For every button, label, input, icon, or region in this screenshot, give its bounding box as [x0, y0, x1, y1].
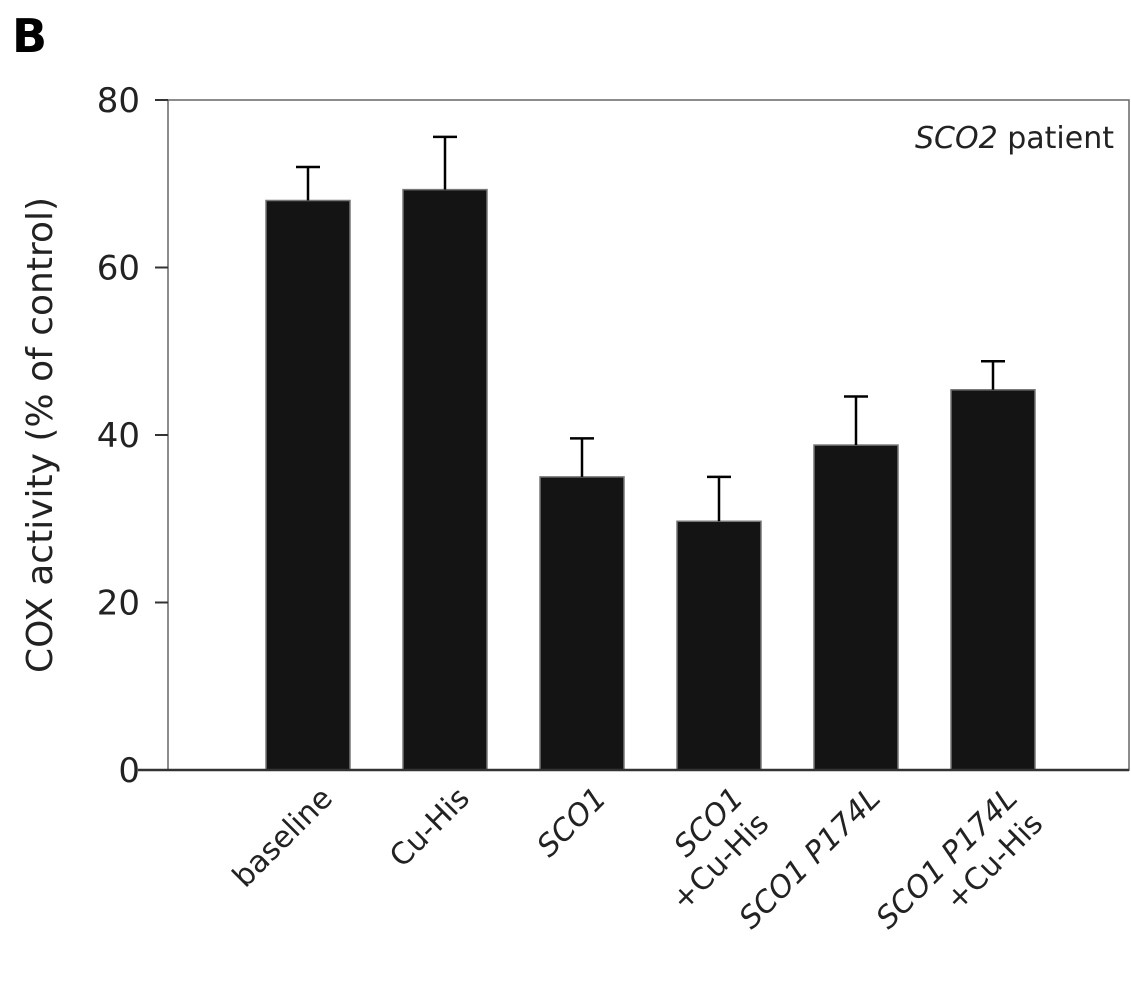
bars — [265, 188, 1036, 771]
annotation: SCO2 patient — [915, 121, 1114, 156]
bar — [539, 476, 625, 771]
x-tick-label-line: SCO1 P174L — [733, 781, 888, 936]
x-tick-label-line: baseline — [226, 781, 340, 895]
bar — [950, 389, 1036, 771]
x-tick-label: SCO1 P174L — [733, 781, 888, 936]
x-tick-label-line: SCO1 — [530, 781, 613, 864]
y-tick-label: 60 — [97, 249, 140, 289]
annotation-italic: SCO2 — [915, 121, 998, 156]
x-tick-label: Cu-His — [383, 781, 477, 875]
x-tick-label: SCO1 — [530, 781, 613, 864]
bar — [813, 444, 899, 771]
y-axis-ticks: 0 20 40 60 80 — [97, 81, 168, 791]
bar — [676, 520, 762, 771]
y-axis-label: COX activity (% of control) — [20, 197, 61, 673]
y-tick-label: 80 — [97, 81, 140, 121]
annotation-plain: patient — [998, 121, 1115, 156]
y-tick-label: 40 — [97, 416, 140, 456]
y-tick-label: 0 — [118, 751, 140, 791]
x-tick-label-line: Cu-His — [383, 781, 477, 875]
bar — [402, 188, 488, 771]
x-tick-label: SCO1 P174L+Cu-His — [870, 781, 1051, 936]
bar — [265, 199, 351, 771]
x-tick-label: baseline — [226, 781, 340, 895]
panel-letter: B — [12, 9, 47, 63]
error-bars — [296, 135, 1005, 522]
y-tick-label: 20 — [97, 584, 140, 624]
